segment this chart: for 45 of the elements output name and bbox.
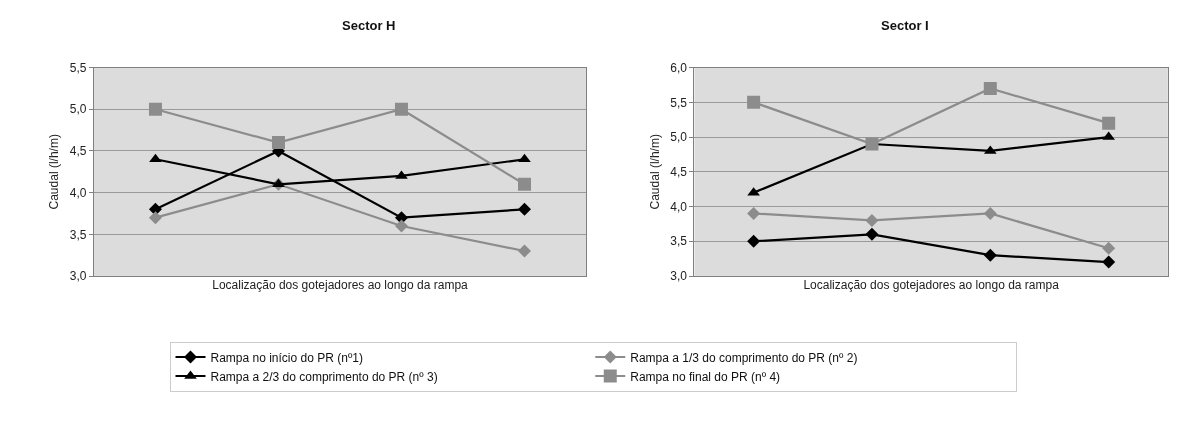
x-axis-title: Localização dos gotejadores ao longo da rampa bbox=[212, 278, 469, 293]
point bbox=[1102, 116, 1116, 130]
chart-title: Sector H bbox=[342, 18, 396, 33]
legend-label: Rampa no início do PR (nº1) bbox=[210, 350, 363, 365]
point bbox=[1102, 241, 1116, 255]
point bbox=[518, 177, 531, 191]
legend-label: Rampa a 2/3 do comprimento do PR (nº 3) bbox=[210, 369, 438, 384]
y-tick-label: 6,0 bbox=[670, 60, 688, 75]
point bbox=[518, 153, 531, 163]
y-tick-label: 5,5 bbox=[670, 95, 688, 110]
chart-title: Sector I bbox=[881, 18, 929, 33]
point bbox=[518, 244, 531, 258]
point bbox=[394, 102, 408, 116]
y-tick-label: 4,0 bbox=[670, 199, 688, 214]
y-tick-label: 5,0 bbox=[670, 130, 688, 145]
point bbox=[747, 206, 761, 220]
y-tick-label: 4,0 bbox=[69, 185, 87, 200]
point bbox=[271, 136, 285, 150]
point bbox=[747, 234, 761, 248]
y-tick-label: 3,0 bbox=[69, 269, 87, 284]
point bbox=[865, 213, 879, 227]
point bbox=[747, 95, 761, 109]
y-axis-title: Caudal (l/h/m) bbox=[47, 134, 62, 210]
point bbox=[148, 102, 162, 116]
legend-label: Rampa a 1/3 do comprimento do PR (nº 2) bbox=[630, 350, 858, 365]
y-tick-label: 4,5 bbox=[670, 164, 688, 179]
y-axis-title: Caudal (l/h/m) bbox=[647, 134, 662, 210]
point bbox=[865, 137, 879, 151]
point bbox=[983, 206, 997, 220]
point bbox=[148, 211, 162, 225]
point bbox=[983, 248, 997, 262]
x-axis-title: Localização dos gotejadores ao longo da rampa bbox=[803, 278, 1060, 293]
y-tick-label: 4,5 bbox=[69, 144, 87, 159]
point bbox=[1102, 255, 1116, 269]
y-tick-label: 3,0 bbox=[670, 269, 688, 284]
point bbox=[394, 219, 408, 233]
point bbox=[149, 153, 162, 163]
legend-label: Rampa no final do PR (nº 4) bbox=[630, 369, 781, 384]
y-tick-label: 5,0 bbox=[69, 102, 87, 117]
y-tick-label: 5,5 bbox=[69, 60, 87, 75]
point bbox=[983, 81, 997, 95]
point bbox=[865, 227, 879, 241]
y-tick-label: 3,5 bbox=[670, 234, 688, 249]
y-tick-label: 3,5 bbox=[69, 227, 87, 242]
point bbox=[518, 202, 531, 216]
